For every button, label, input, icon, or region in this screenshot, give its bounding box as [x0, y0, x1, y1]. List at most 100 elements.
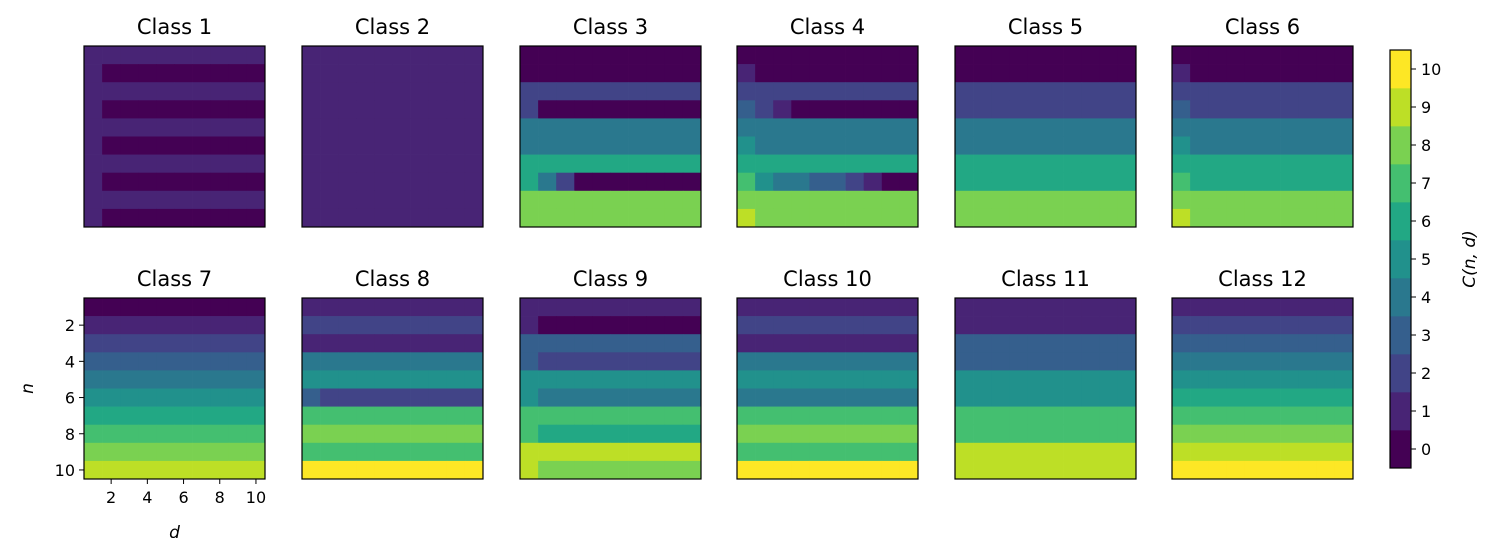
heatmap-cell — [192, 298, 212, 317]
heatmap-cell — [356, 136, 375, 155]
heatmap-cell — [102, 370, 121, 389]
heatmap-cell — [1298, 172, 1318, 192]
heatmap-cell — [1280, 370, 1300, 389]
heatmap-cell — [1081, 442, 1101, 462]
heatmap-cell — [646, 208, 666, 228]
panel-frame — [736, 297, 919, 480]
heatmap-cell — [556, 370, 575, 389]
heatmap-cell — [755, 298, 774, 317]
heatmap-cell — [174, 154, 193, 174]
heatmap-cell — [881, 316, 901, 335]
heatmap-cell — [1244, 442, 1263, 462]
heatmap-cell — [574, 208, 593, 228]
heatmap-cell — [863, 154, 883, 174]
heatmap-cell — [428, 298, 448, 317]
heatmap-cell — [1208, 100, 1227, 119]
heatmap-cell — [520, 82, 539, 101]
heatmap-cell — [881, 172, 901, 192]
heatmap-cell — [428, 424, 448, 444]
heatmap-cell — [1190, 190, 1209, 210]
heatmap-cell — [174, 172, 193, 192]
heatmap-cell — [246, 64, 266, 83]
heatmap-cell — [1298, 316, 1318, 335]
heatmap-cell — [755, 118, 774, 137]
heatmap-cell — [1226, 298, 1245, 317]
heatmap-cell — [592, 190, 611, 210]
heatmap-cell — [737, 172, 756, 192]
heatmap-cell — [1027, 82, 1046, 101]
heatmap-cell — [1298, 100, 1318, 119]
heatmap-cell — [1208, 118, 1227, 137]
heatmap-cell — [827, 388, 846, 407]
heatmap-cell — [210, 460, 230, 480]
heatmap-cell — [356, 82, 375, 101]
heatmap-cell — [374, 64, 393, 83]
heatmap-cell — [1027, 442, 1046, 462]
heatmap-cell — [1262, 118, 1281, 137]
heatmap-cell — [755, 82, 774, 101]
heatmap-cell — [773, 82, 792, 101]
heatmap-cell — [1099, 172, 1119, 192]
heatmap-cell — [174, 118, 193, 137]
heatmap-cell — [156, 208, 175, 228]
heatmap-cell — [464, 424, 484, 444]
heatmap-cell — [664, 388, 684, 407]
heatmap-cell — [374, 388, 393, 407]
heatmap-cell — [320, 100, 339, 119]
colorbar: 0 1 2 3 4 5 6 7 8 9 10 C(n, d) — [1389, 49, 1480, 469]
heatmap-cell — [863, 118, 883, 137]
heatmap-cell — [955, 316, 974, 335]
heatmap-cell — [138, 190, 157, 210]
heatmap-cell — [120, 370, 139, 389]
heatmap-cell — [809, 136, 828, 155]
heatmap-cell — [773, 46, 792, 65]
panel-frame — [954, 45, 1137, 228]
heatmap-cell — [682, 460, 702, 480]
heatmap-cell — [174, 316, 193, 335]
heatmap-cell — [520, 460, 539, 480]
heatmap-cell — [755, 424, 774, 444]
heatmap-cell — [174, 370, 193, 389]
heatmap-cell — [574, 334, 593, 353]
heatmap-cell — [320, 352, 339, 371]
heatmap-cell — [1316, 46, 1336, 65]
heatmap-cell — [755, 172, 774, 192]
heatmap-cell — [102, 298, 121, 317]
panel-title: Class 3 — [573, 15, 648, 39]
heatmap-panel: Class 12 — [1171, 267, 1354, 480]
heatmap-cell — [174, 406, 193, 426]
heatmap-cell — [574, 442, 593, 462]
heatmap-cell — [991, 136, 1010, 155]
heatmap-cell — [374, 334, 393, 353]
heatmap-cell — [1262, 424, 1281, 444]
heatmap-cell — [863, 298, 883, 317]
heatmap-cell — [1063, 118, 1083, 137]
heatmap-cell — [682, 406, 702, 426]
heatmap-cell — [520, 406, 539, 426]
heatmap-cell — [1334, 460, 1354, 480]
heatmap-cell — [574, 460, 593, 480]
heatmap-cell — [1099, 370, 1119, 389]
heatmap-cell — [1208, 460, 1227, 480]
heatmap-cell — [628, 334, 648, 353]
heatmap-cell — [228, 172, 248, 192]
heatmap-cell — [84, 46, 103, 65]
heatmap-cell — [881, 46, 901, 65]
heatmap-cell — [246, 424, 266, 444]
heatmap-cell — [827, 208, 846, 228]
heatmap-cell — [574, 388, 593, 407]
heatmap-cell — [1063, 442, 1083, 462]
heatmap-cell — [302, 190, 321, 210]
heatmap-cell — [320, 424, 339, 444]
heatmap-cell — [682, 388, 702, 407]
heatmap-cell — [1280, 100, 1300, 119]
heatmap-cell — [1009, 208, 1028, 228]
heatmap-cell — [646, 64, 666, 83]
heatmap-cell — [246, 172, 266, 192]
heatmap-cell — [228, 352, 248, 371]
heatmap-cell — [1063, 316, 1083, 335]
heatmap-cell — [1262, 190, 1281, 210]
heatmap-cell — [156, 442, 175, 462]
heatmap-cell — [1117, 190, 1137, 210]
heatmap-cell — [1226, 190, 1245, 210]
